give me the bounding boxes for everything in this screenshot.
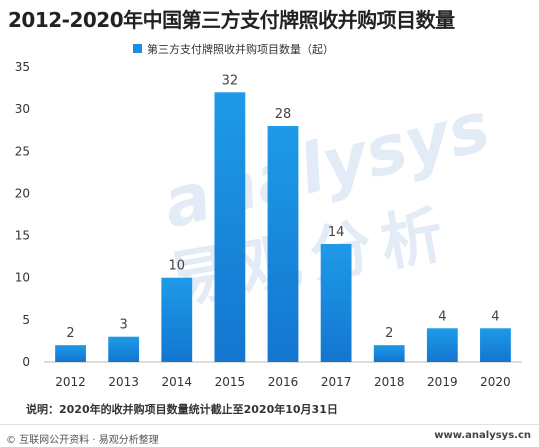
x-tick-label-2012: 2012 — [55, 375, 86, 389]
data-label-2012: 2 — [66, 326, 74, 341]
website-url: www.analysys.cn — [434, 430, 531, 441]
legend-swatch — [133, 44, 142, 53]
data-label-2019: 4 — [438, 309, 446, 324]
chart-title: 2012-2020年中国第三方支付牌照收并购项目数量 — [8, 8, 455, 32]
bar-2017 — [320, 244, 352, 362]
x-tick-label-2017: 2017 — [321, 375, 352, 389]
y-tick-label: 5 — [22, 313, 30, 327]
bar-2020 — [480, 328, 511, 362]
x-tick-label-2018: 2018 — [374, 375, 405, 389]
bars: 2 3 10 32 28 14 2 4 4 — [55, 73, 511, 363]
y-tick-label: 20 — [15, 186, 30, 200]
source-text: © 互联网公开资料 · 易观分析整理 — [6, 435, 159, 446]
x-tick-label-2019: 2019 — [427, 375, 458, 389]
y-tick-label: 35 — [15, 60, 30, 74]
bar-chart: analysys 易观分析 第三方支付牌照收并购项目数量（起） 05101520… — [15, 42, 522, 389]
y-tick-label: 15 — [15, 229, 30, 243]
legend-label: 第三方支付牌照收并购项目数量（起） — [147, 42, 334, 56]
bar-2019 — [426, 328, 458, 362]
data-label-2015: 32 — [222, 73, 239, 88]
data-label-2014: 10 — [169, 259, 186, 274]
y-tick-label: 10 — [15, 271, 30, 285]
y-tick-label: 0 — [22, 355, 30, 369]
y-axis: 0 5 10 15 20 25 30 35 — [15, 60, 30, 369]
bar-2016 — [267, 126, 299, 362]
legend: 第三方支付牌照收并购项目数量（起） — [133, 42, 334, 56]
x-tick-label-2013: 2013 — [108, 375, 139, 389]
y-tick-label: 25 — [15, 144, 30, 158]
data-label-2020: 4 — [491, 309, 499, 324]
footnote: 说明：2020年的收并购项目数量统计截止至2020年10月31日 — [26, 403, 338, 416]
x-axis: 2012 2013 2014 2015 2016 2017 2018 2019 2020 — [55, 375, 510, 389]
data-label-2017: 14 — [328, 225, 345, 240]
data-label-2013: 3 — [120, 318, 128, 333]
data-label-2016: 28 — [275, 107, 292, 122]
x-tick-label-2014: 2014 — [162, 375, 193, 389]
x-tick-label-2020: 2020 — [480, 375, 511, 389]
data-label-2018: 2 — [385, 326, 393, 341]
x-tick-label-2015: 2015 — [215, 375, 246, 389]
y-tick-label: 30 — [15, 102, 30, 116]
bar-2013 — [108, 336, 140, 362]
bar-2012 — [55, 345, 86, 362]
bar-2018 — [373, 345, 405, 362]
bar-2015 — [214, 92, 246, 363]
footer: © 互联网公开资料 · 易观分析整理 www.analysys.cn — [0, 424, 539, 447]
bar-2014 — [161, 277, 193, 362]
x-tick-label-2016: 2016 — [268, 375, 299, 389]
